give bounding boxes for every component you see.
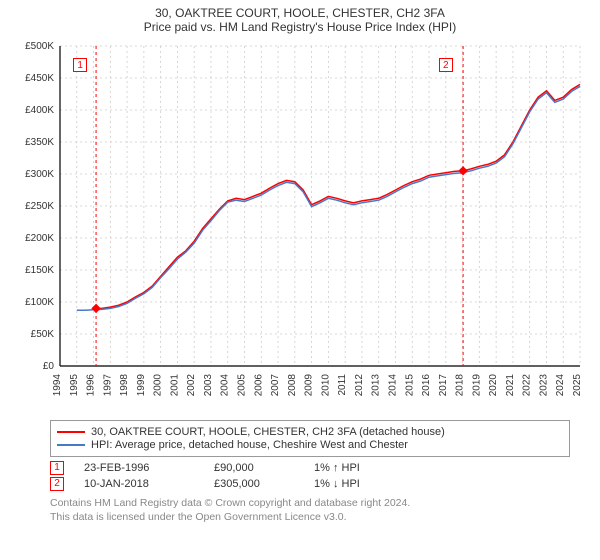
svg-text:2011: 2011 xyxy=(337,374,348,396)
svg-text:2009: 2009 xyxy=(304,374,315,397)
annotation-marker-1: 1 xyxy=(73,58,87,72)
chart-title-block: 30, OAKTREE COURT, HOOLE, CHESTER, CH2 3… xyxy=(0,0,600,36)
svg-text:2003: 2003 xyxy=(203,374,214,397)
svg-text:2023: 2023 xyxy=(538,374,549,397)
svg-text:2025: 2025 xyxy=(572,374,583,397)
svg-text:2010: 2010 xyxy=(320,374,331,397)
legend-swatch xyxy=(57,431,85,433)
svg-text:£350K: £350K xyxy=(25,137,54,148)
legend-label: 30, OAKTREE COURT, HOOLE, CHESTER, CH2 3… xyxy=(91,426,445,438)
svg-text:2004: 2004 xyxy=(220,374,231,397)
svg-text:2018: 2018 xyxy=(455,374,466,397)
attribution-line2: This data is licensed under the Open Gov… xyxy=(50,511,570,525)
attribution-line1: Contains HM Land Registry data © Crown c… xyxy=(50,497,570,511)
svg-text:£50K: £50K xyxy=(31,329,55,340)
svg-text:£250K: £250K xyxy=(25,201,54,212)
transaction-date: 23-FEB-1996 xyxy=(84,462,194,474)
transaction-delta: 1% ↓ HPI xyxy=(314,478,404,490)
line-chart: £0 £50K £100K £150K £200K £250K £300K £350K £400… xyxy=(10,36,590,416)
legend-label: HPI: Average price, detached house, Ches… xyxy=(91,439,408,451)
svg-text:£500K: £500K xyxy=(25,41,54,52)
svg-text:2007: 2007 xyxy=(270,374,281,397)
svg-text:1997: 1997 xyxy=(102,374,113,397)
svg-text:2014: 2014 xyxy=(387,374,398,397)
svg-text:2005: 2005 xyxy=(237,374,248,397)
svg-text:£450K: £450K xyxy=(25,73,54,84)
transaction-price: £305,000 xyxy=(214,478,294,490)
transaction-marker: 2 xyxy=(50,477,64,491)
legend-swatch xyxy=(57,444,85,446)
svg-text:£400K: £400K xyxy=(25,105,54,116)
svg-text:2022: 2022 xyxy=(522,374,533,397)
svg-text:2001: 2001 xyxy=(169,374,180,397)
svg-text:2020: 2020 xyxy=(488,374,499,397)
svg-text:2008: 2008 xyxy=(287,374,298,397)
transaction-row: 2 10-JAN-2018 £305,000 1% ↓ HPI xyxy=(50,477,570,491)
legend-item: 30, OAKTREE COURT, HOOLE, CHESTER, CH2 3… xyxy=(57,426,563,438)
svg-text:1995: 1995 xyxy=(69,374,80,397)
transaction-price: £90,000 xyxy=(214,462,294,474)
title-line2: Price paid vs. HM Land Registry's House … xyxy=(0,20,600,34)
attribution: Contains HM Land Registry data © Crown c… xyxy=(50,497,570,524)
svg-text:£200K: £200K xyxy=(25,233,54,244)
svg-text:2019: 2019 xyxy=(471,374,482,397)
legend: 30, OAKTREE COURT, HOOLE, CHESTER, CH2 3… xyxy=(50,420,570,457)
transactions-table: 1 23-FEB-1996 £90,000 1% ↑ HPI 2 10-JAN-2018 £… xyxy=(50,461,570,491)
svg-text:2002: 2002 xyxy=(186,374,197,397)
svg-text:1998: 1998 xyxy=(119,374,130,397)
transaction-date: 10-JAN-2018 xyxy=(84,478,194,490)
svg-text:£100K: £100K xyxy=(25,297,54,308)
svg-text:2000: 2000 xyxy=(153,374,164,397)
svg-text:£0: £0 xyxy=(43,361,55,372)
transaction-row: 1 23-FEB-1996 £90,000 1% ↑ HPI xyxy=(50,461,570,475)
transaction-delta: 1% ↑ HPI xyxy=(314,462,404,474)
svg-text:2012: 2012 xyxy=(354,374,365,397)
svg-text:1999: 1999 xyxy=(136,374,147,397)
title-line1: 30, OAKTREE COURT, HOOLE, CHESTER, CH2 3… xyxy=(0,6,600,20)
svg-text:1994: 1994 xyxy=(52,374,63,397)
legend-item: HPI: Average price, detached house, Ches… xyxy=(57,439,563,451)
annotation-marker-2: 2 xyxy=(439,58,453,72)
chart-container: £0 £50K £100K £150K £200K £250K £300K £350K £400… xyxy=(10,36,590,416)
svg-text:1996: 1996 xyxy=(86,374,97,397)
svg-text:2015: 2015 xyxy=(404,374,415,397)
svg-text:2017: 2017 xyxy=(438,374,449,397)
svg-text:2021: 2021 xyxy=(505,374,516,397)
transaction-marker: 1 xyxy=(50,461,64,475)
svg-text:2016: 2016 xyxy=(421,374,432,397)
svg-text:£150K: £150K xyxy=(25,265,54,276)
svg-text:£300K: £300K xyxy=(25,169,54,180)
svg-text:2013: 2013 xyxy=(371,374,382,397)
svg-text:2024: 2024 xyxy=(555,374,566,397)
svg-text:2006: 2006 xyxy=(253,374,264,397)
